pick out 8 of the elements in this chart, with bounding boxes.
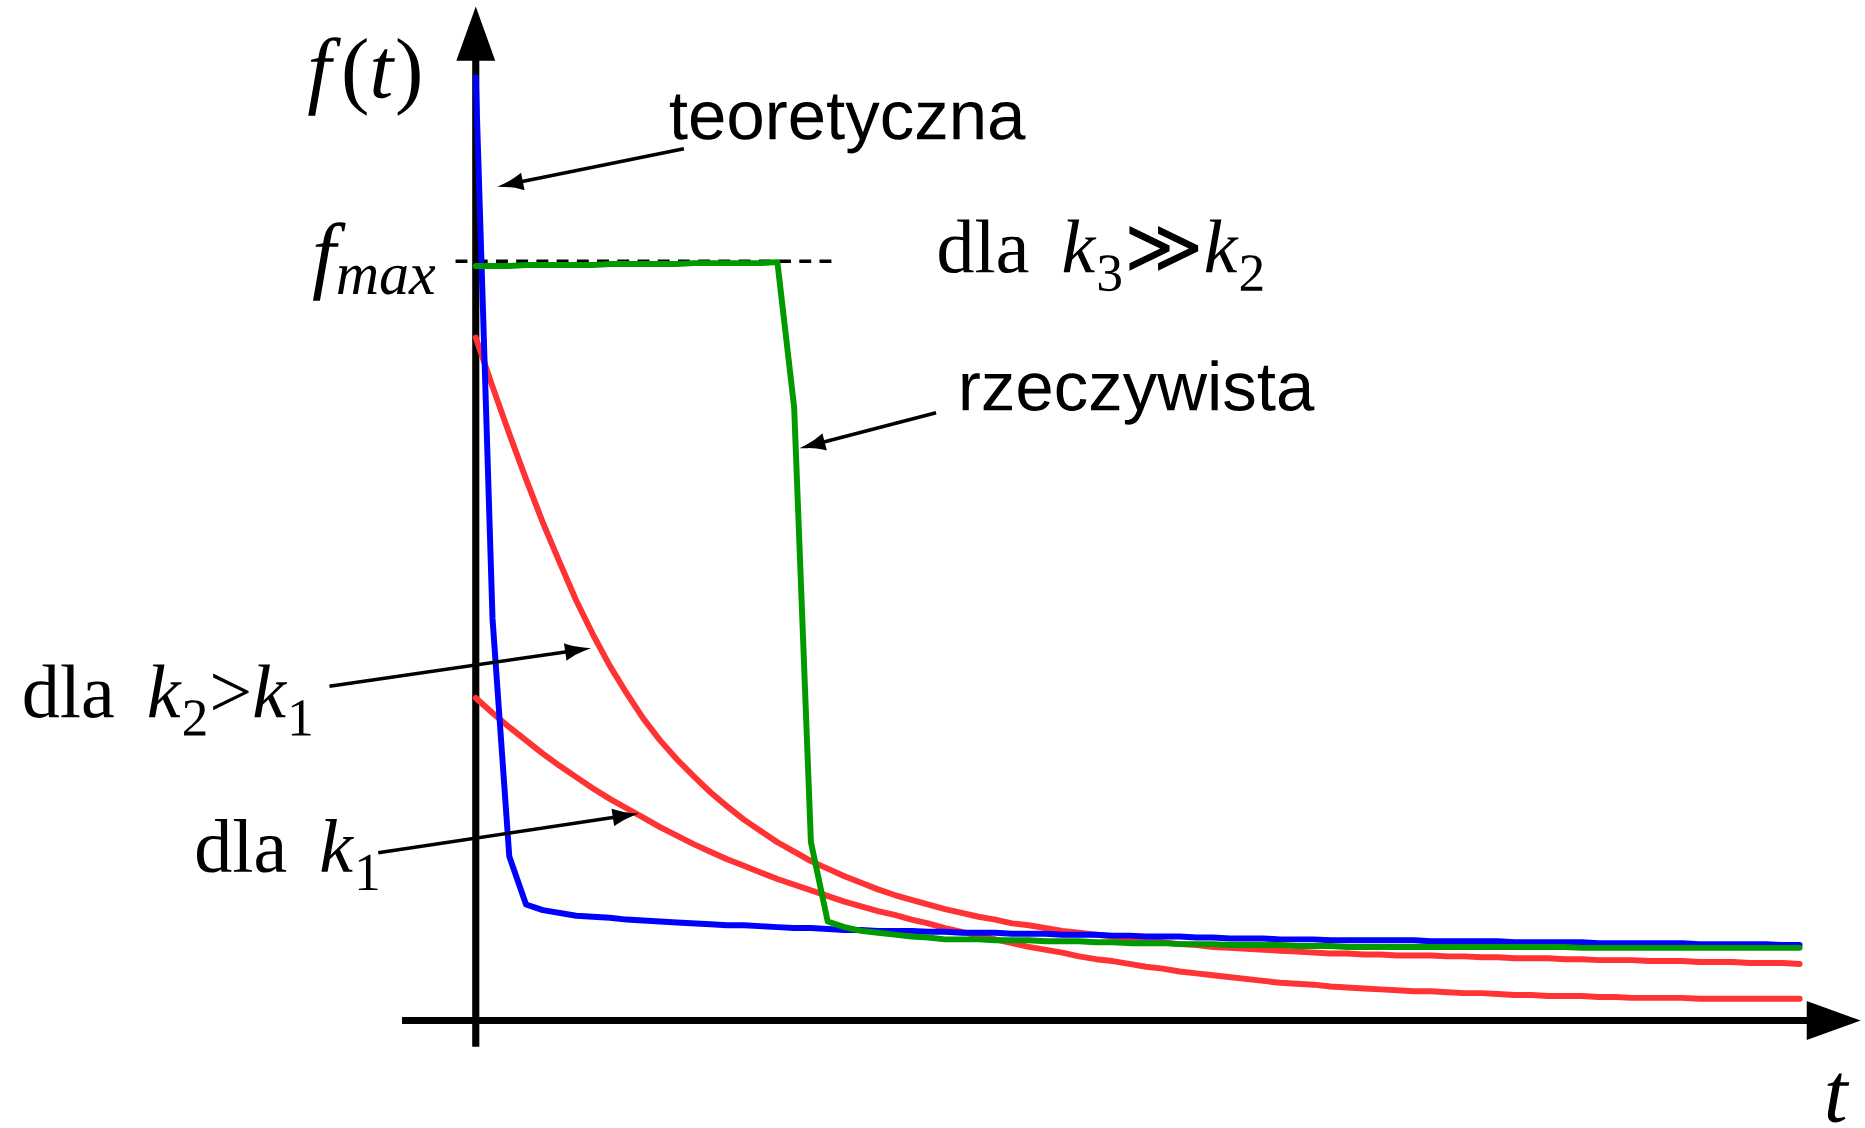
y-axis-title: f(t) bbox=[308, 37, 420, 116]
x-axis-title: t bbox=[1827, 1073, 1850, 1123]
annotation: rzeczywista bbox=[962, 360, 1315, 425]
annotation: teoretyczna bbox=[669, 94, 1026, 154]
text: dla k$_{2}$>k$_{1}$ bbox=[24, 664, 311, 736]
ref-line-label: f$_{max}$ bbox=[312, 222, 436, 302]
text: dla k$_{1}$ bbox=[197, 819, 378, 891]
annotation: dla k$_{3}$≫k$_{2}$ bbox=[939, 219, 1263, 292]
